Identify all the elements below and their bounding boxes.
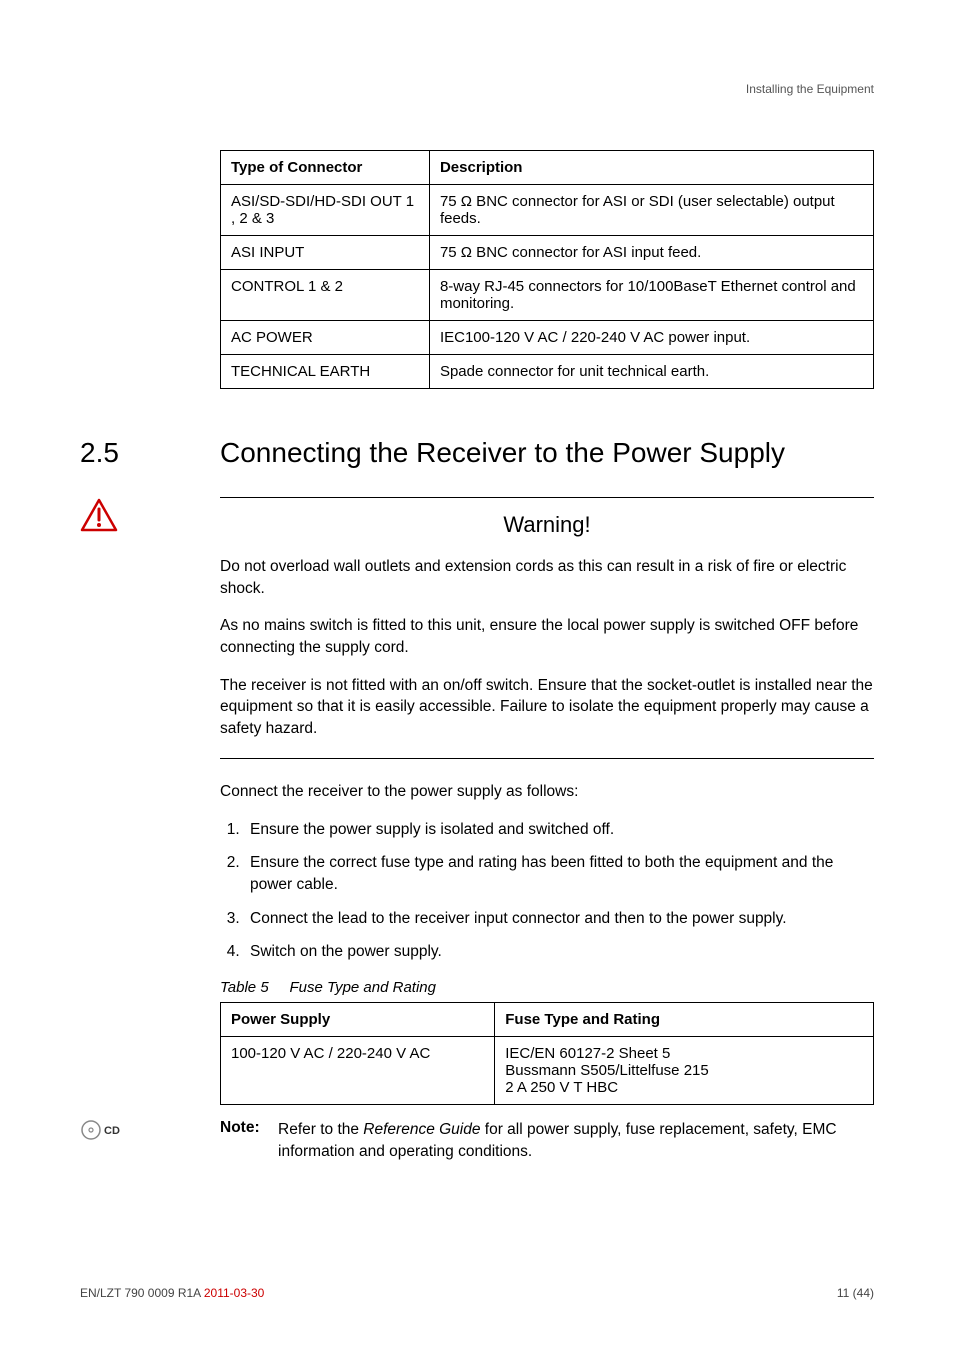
cell-type: TECHNICAL EARTH bbox=[221, 355, 430, 389]
cd-icon: CD bbox=[80, 1119, 124, 1146]
col-header-type: Type of Connector bbox=[221, 151, 430, 185]
intro-para: Connect the receiver to the power supply… bbox=[220, 781, 874, 803]
page-footer: EN/LZT 790 0009 R1A 2011-03-30 11 (44) bbox=[80, 1286, 874, 1300]
section-heading: 2.5 Connecting the Receiver to the Power… bbox=[80, 437, 874, 469]
cell-type: ASI/SD-SDI/HD-SDI OUT 1 , 2 & 3 bbox=[221, 185, 430, 236]
cell-desc: 8-way RJ-45 connectors for 10/100BaseT E… bbox=[429, 270, 873, 321]
content-column: Type of Connector Description ASI/SD-SDI… bbox=[220, 150, 874, 389]
table-row: CONTROL 1 & 2 8-way RJ-45 connectors for… bbox=[221, 270, 874, 321]
cell-desc: 75 Ω BNC connector for ASI input feed. bbox=[429, 236, 873, 270]
cell-supply: 100-120 V AC / 220-240 V AC bbox=[221, 1036, 495, 1104]
step-item: Ensure the correct fuse type and rating … bbox=[244, 852, 874, 895]
caption-label: Table 5 bbox=[220, 979, 269, 996]
step-item: Switch on the power supply. bbox=[244, 941, 874, 963]
warning-para: As no mains switch is fitted to this uni… bbox=[220, 615, 874, 658]
cell-type: CONTROL 1 & 2 bbox=[221, 270, 430, 321]
cell-desc: IEC100-120 V AC / 220-240 V AC power inp… bbox=[429, 321, 873, 355]
footer-docid: EN/LZT 790 0009 R1A bbox=[80, 1286, 204, 1300]
note-text: Refer to the Reference Guide for all pow… bbox=[278, 1119, 874, 1162]
footer-right: 11 (44) bbox=[837, 1286, 874, 1300]
col-header-supply: Power Supply bbox=[221, 1002, 495, 1036]
note-label: Note: bbox=[220, 1119, 272, 1137]
caption-text: Fuse Type and Rating bbox=[290, 979, 436, 996]
fuse-table: Power Supply Fuse Type and Rating 100-12… bbox=[220, 1002, 874, 1105]
warning-icon bbox=[80, 498, 118, 537]
cell-desc: Spade connector for unit technical earth… bbox=[429, 355, 873, 389]
footer-left: EN/LZT 790 0009 R1A 2011-03-30 bbox=[80, 1286, 264, 1300]
table-row: AC POWER IEC100-120 V AC / 220-240 V AC … bbox=[221, 321, 874, 355]
note-block: CD Note: Refer to the Reference Guide fo… bbox=[220, 1119, 874, 1162]
table-row: TECHNICAL EARTH Spade connector for unit… bbox=[221, 355, 874, 389]
warning-para: Do not overload wall outlets and extensi… bbox=[220, 556, 874, 599]
connectors-table: Type of Connector Description ASI/SD-SDI… bbox=[220, 150, 874, 389]
svg-text:CD: CD bbox=[104, 1125, 120, 1137]
warning-title: Warning! bbox=[220, 512, 874, 538]
section-title: Connecting the Receiver to the Power Sup… bbox=[220, 437, 785, 469]
table-header-row: Power Supply Fuse Type and Rating bbox=[221, 1002, 874, 1036]
cell-desc: 75 Ω BNC connector for ASI or SDI (user … bbox=[429, 185, 873, 236]
table-row: 100-120 V AC / 220-240 V AC IEC/EN 60127… bbox=[221, 1036, 874, 1104]
table-header-row: Type of Connector Description bbox=[221, 151, 874, 185]
cell-type: ASI INPUT bbox=[221, 236, 430, 270]
col-header-fuse: Fuse Type and Rating bbox=[495, 1002, 874, 1036]
steps-list: Ensure the power supply is isolated and … bbox=[220, 819, 874, 963]
warning-para: The receiver is not fitted with an on/of… bbox=[220, 675, 874, 740]
content-column-2: Warning! Do not overload wall outlets an… bbox=[220, 497, 874, 1162]
section-number: 2.5 bbox=[80, 437, 220, 469]
table-caption: Table 5 Fuse Type and Rating bbox=[220, 979, 874, 996]
footer-date: 2011-03-30 bbox=[204, 1286, 265, 1300]
note-text-before: Refer to the bbox=[278, 1121, 363, 1138]
note-em: Reference Guide bbox=[363, 1121, 480, 1138]
running-head: Installing the Equipment bbox=[746, 82, 874, 96]
page: Installing the Equipment Type of Connect… bbox=[0, 0, 954, 1350]
cell-fuse: IEC/EN 60127-2 Sheet 5 Bussmann S505/Lit… bbox=[495, 1036, 874, 1104]
table-row: ASI/SD-SDI/HD-SDI OUT 1 , 2 & 3 75 Ω BNC… bbox=[221, 185, 874, 236]
col-header-desc: Description bbox=[429, 151, 873, 185]
step-item: Ensure the power supply is isolated and … bbox=[244, 819, 874, 841]
step-item: Connect the lead to the receiver input c… bbox=[244, 908, 874, 930]
cell-type: AC POWER bbox=[221, 321, 430, 355]
table-row: ASI INPUT 75 Ω BNC connector for ASI inp… bbox=[221, 236, 874, 270]
warning-block: Warning! Do not overload wall outlets an… bbox=[220, 497, 874, 759]
